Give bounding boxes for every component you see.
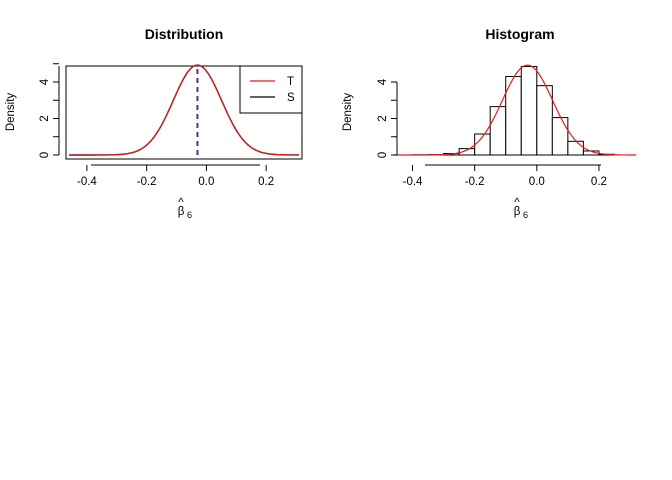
histogram-y-tick-label: 4 xyxy=(377,78,389,85)
histogram-bar xyxy=(567,140,584,156)
distribution-title: Distribution xyxy=(145,26,224,42)
distribution-y-tick-label: 4 xyxy=(39,78,51,85)
histogram-x-label-beta: β xyxy=(514,206,521,218)
distribution-y-label: Density xyxy=(5,93,17,132)
legend: T S xyxy=(239,65,303,114)
histogram-bar xyxy=(551,117,569,156)
series-line-t xyxy=(68,64,300,156)
distribution-y-axis: 0 2 4 xyxy=(39,63,60,158)
legend-box xyxy=(239,65,303,114)
histogram-bars xyxy=(412,65,615,156)
distribution-x-tick-label: -0.4 xyxy=(77,176,97,188)
histogram-x-tick-label: -0.2 xyxy=(465,176,485,188)
distribution-x-label-subscript: 6 xyxy=(187,210,192,220)
distribution-y-tick-label: 0 xyxy=(39,152,51,158)
histogram-x-label-hat: ^ xyxy=(514,197,520,209)
histogram-y-tick-label: 2 xyxy=(377,115,389,121)
histogram-bar xyxy=(520,65,538,156)
distribution-x-axis: -0.4 -0.2 0.0 0.2 xyxy=(77,164,274,188)
histogram-bar xyxy=(489,106,507,156)
histogram-title: Histogram xyxy=(485,26,554,42)
distribution-y-tick-label: 2 xyxy=(39,115,51,121)
histogram-panel: Histogram 0 2 4 -0.4 -0.2 0.0 0.2 Density ^ β… xyxy=(342,26,637,220)
legend-label-t: T xyxy=(287,76,294,88)
histogram-x-label: ^ β 6 xyxy=(514,197,528,220)
histogram-y-axis: 0 2 4 xyxy=(377,78,398,158)
histogram-x-tick-label: 0.2 xyxy=(591,176,607,188)
histogram-y-tick-label: 0 xyxy=(377,152,389,158)
density-curve xyxy=(393,64,637,156)
histogram-y-label: Density xyxy=(342,93,354,132)
distribution-panel: Distribution 024 -0.4 -0.2 0.0 0.2 Density … xyxy=(5,26,303,220)
distribution-x-label-beta: β xyxy=(178,206,185,218)
distribution-x-tick-label: 0.0 xyxy=(198,176,214,188)
legend-label-s: S xyxy=(287,92,295,104)
distribution-x-label-hat: ^ xyxy=(178,197,184,209)
histogram-x-label-subscript: 6 xyxy=(523,210,528,220)
distribution-x-tick-label: 0.2 xyxy=(258,176,274,188)
histogram-x-tick-label: -0.4 xyxy=(403,176,423,188)
histogram-x-tick-label: 0.0 xyxy=(529,176,545,188)
distribution-x-label: ^ β 6 xyxy=(178,197,192,220)
histogram-x-axis: -0.4 -0.2 0.0 0.2 xyxy=(403,164,607,188)
distribution-x-tick-label: -0.2 xyxy=(137,176,157,188)
